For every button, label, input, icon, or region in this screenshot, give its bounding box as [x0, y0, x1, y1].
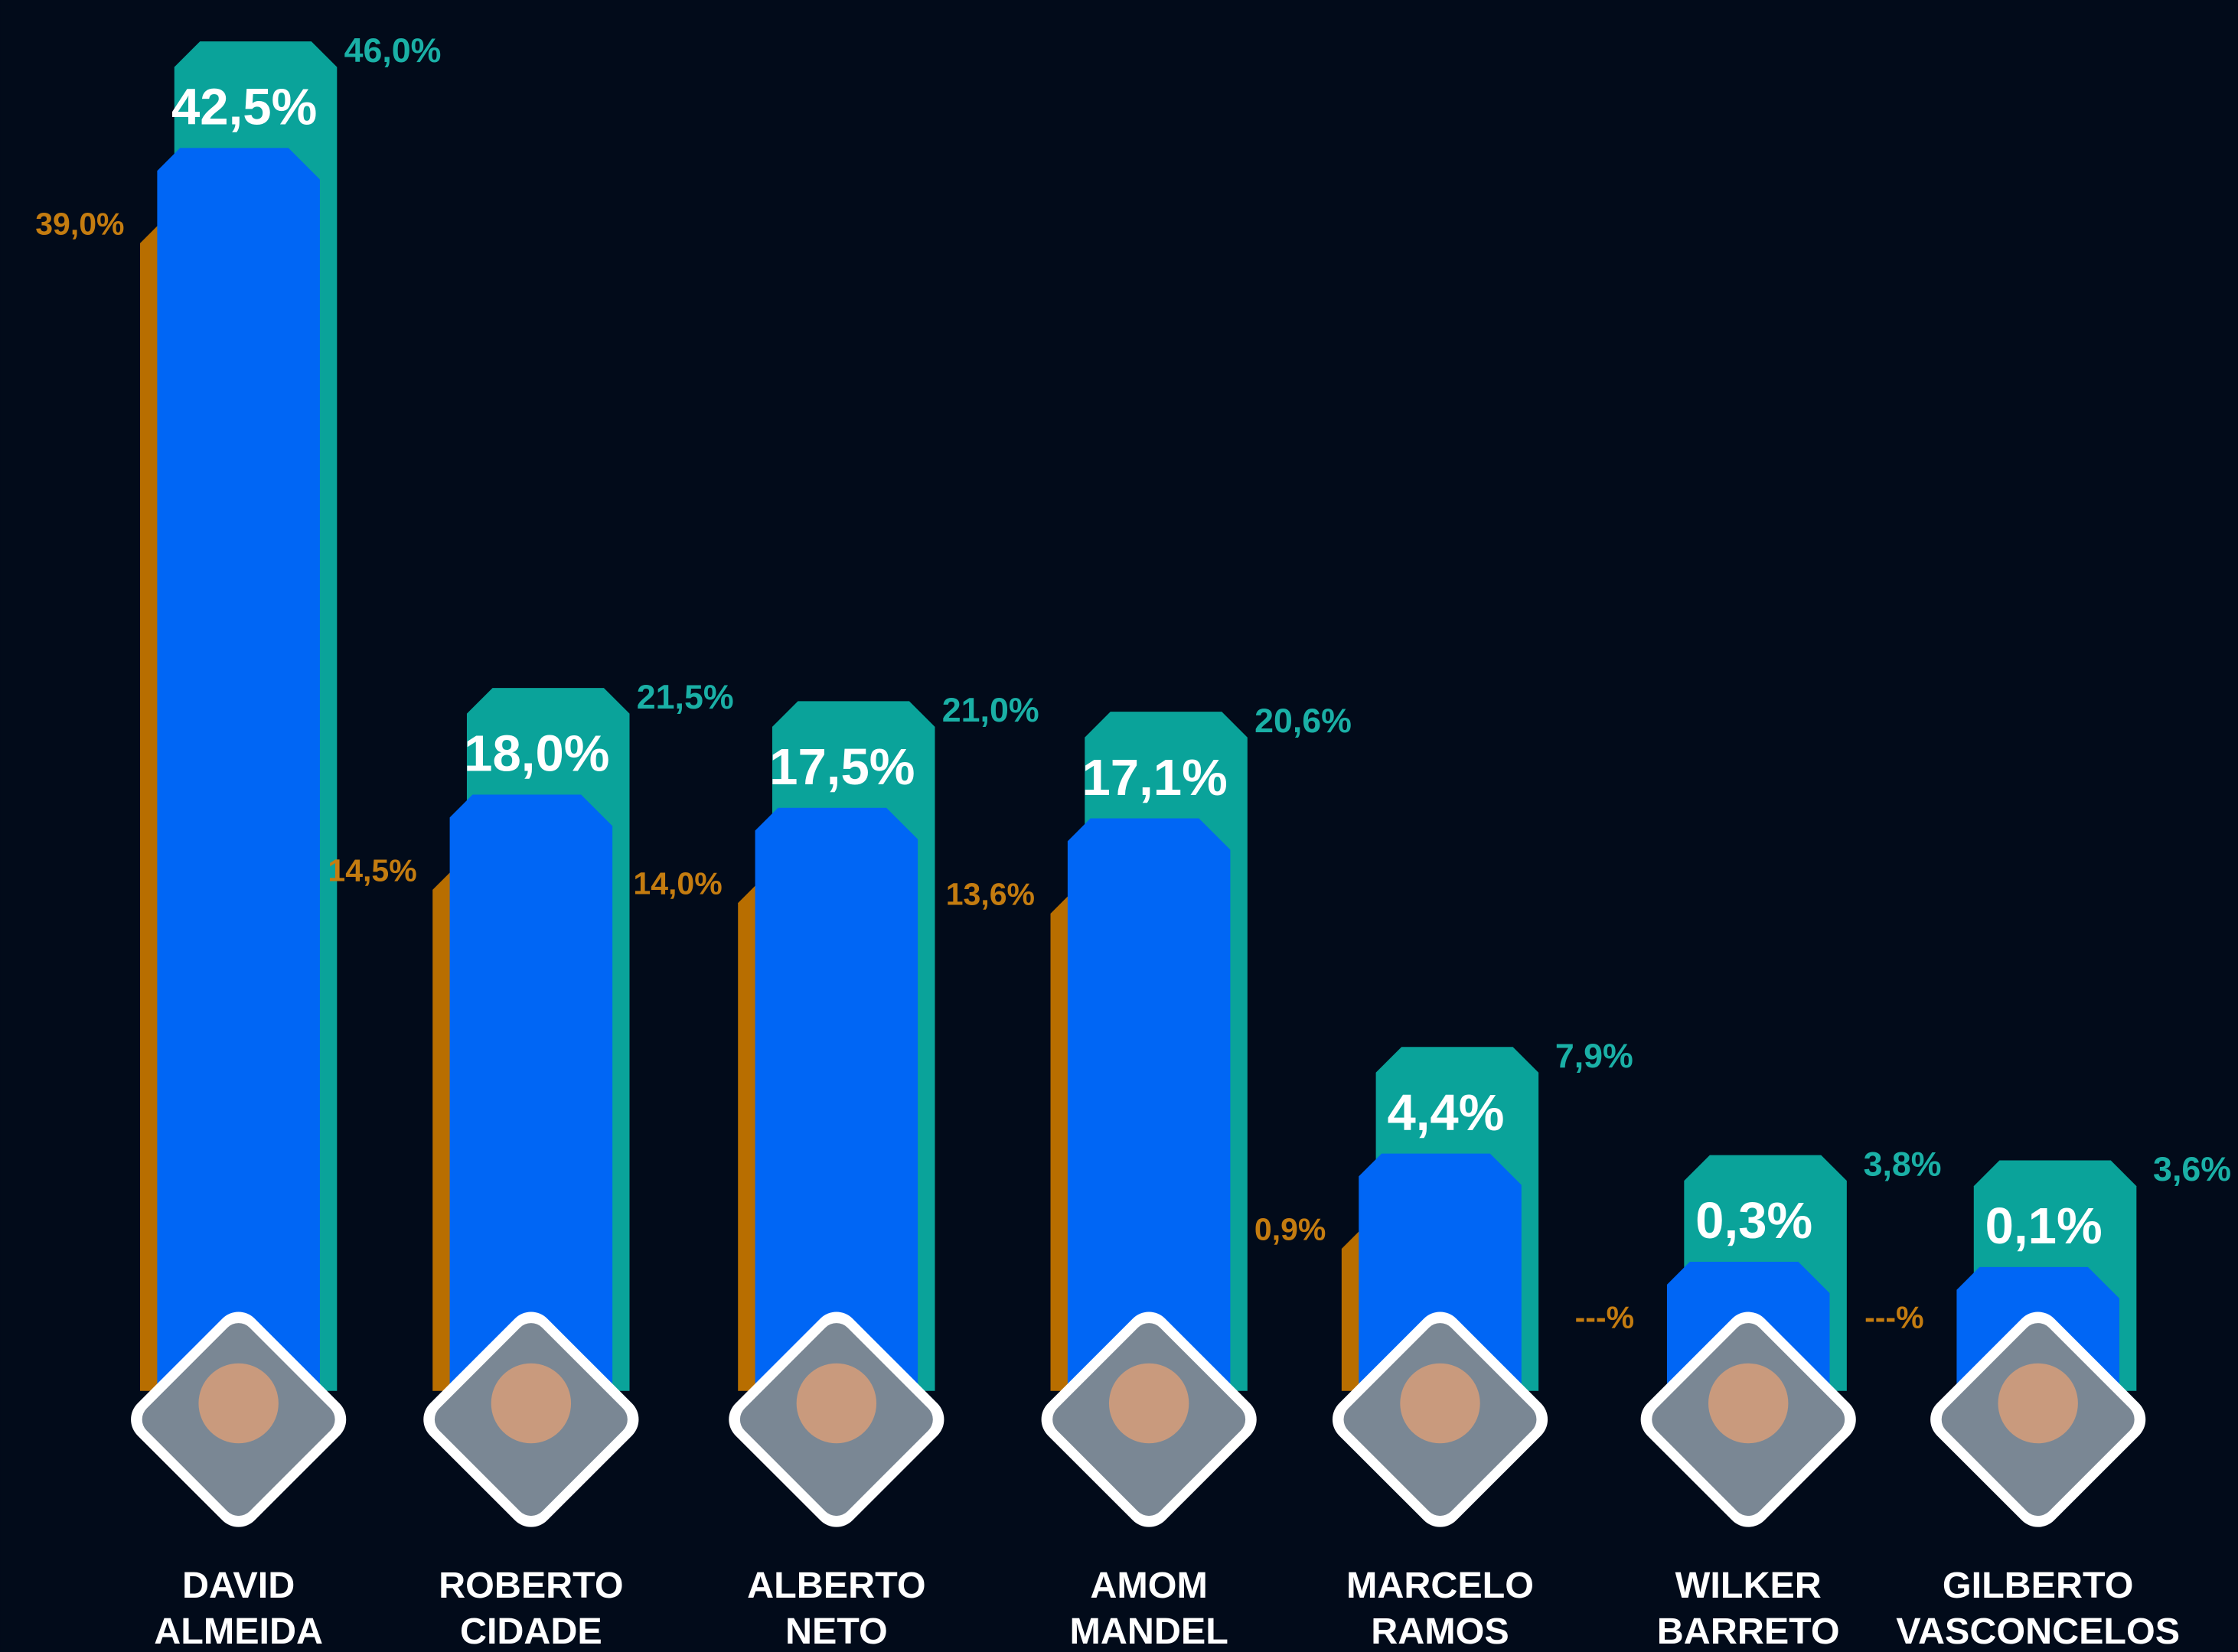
value-label-min: ---%	[1864, 1299, 1923, 1334]
bar-main	[755, 808, 918, 1391]
category-line: MARCELO	[1346, 1565, 1534, 1606]
bar-main	[157, 148, 320, 1390]
category-line: RAMOS	[1371, 1611, 1509, 1652]
value-label-max: 3,6%	[2153, 1150, 2231, 1188]
value-label-max: 21,0%	[942, 691, 1039, 729]
bar-main	[450, 794, 613, 1390]
category-line: ALBERTO	[747, 1565, 925, 1606]
value-label-min: 13,6%	[946, 876, 1035, 911]
category-line: BARRETO	[1657, 1611, 1840, 1652]
value-label-max: 46,0%	[344, 31, 442, 70]
category-line: ROBERTO	[439, 1565, 623, 1606]
value-label-min: 14,0%	[633, 866, 722, 901]
chart: 39,0% 46,0% 42,5% DAVID ALMEIDA 14,5% 21,5% 18,…	[0, 0, 2238, 1652]
value-label-main: 42,5%	[171, 79, 317, 136]
category-line: ALMEIDA	[154, 1611, 323, 1652]
category-line: GILBERTO	[1943, 1565, 2134, 1606]
category-line: MANDEL	[1069, 1611, 1228, 1652]
value-label-max: 3,8%	[1864, 1145, 1942, 1183]
value-label-min: ---%	[1575, 1299, 1634, 1334]
value-label-main: 4,4%	[1387, 1084, 1504, 1142]
bar-main	[1068, 819, 1231, 1391]
category-line: WILKER	[1675, 1565, 1822, 1606]
value-label-min: 14,5%	[328, 852, 416, 888]
page: {"chart_data": {"type": "bar", "categori…	[0, 0, 2238, 1652]
category-line: NETO	[785, 1611, 888, 1652]
category-line: AMOM	[1090, 1565, 1207, 1606]
value-label-max: 20,6%	[1254, 702, 1352, 740]
value-label-main: 0,1%	[1985, 1197, 2103, 1255]
value-label-max: 7,9%	[1555, 1037, 1633, 1075]
value-label-min: 39,0%	[35, 206, 124, 241]
value-label-main: 17,1%	[1081, 749, 1227, 806]
value-label-min: 0,9%	[1254, 1211, 1326, 1246]
value-label-main: 17,5%	[769, 738, 915, 796]
value-label-main: 0,3%	[1695, 1192, 1812, 1250]
value-label-max: 21,5%	[637, 678, 734, 716]
category-line: DAVID	[182, 1565, 295, 1606]
value-label-main: 18,0%	[464, 725, 609, 783]
category-line: VASCONCELOS	[1896, 1611, 2180, 1652]
category-line: CIDADE	[460, 1611, 602, 1652]
